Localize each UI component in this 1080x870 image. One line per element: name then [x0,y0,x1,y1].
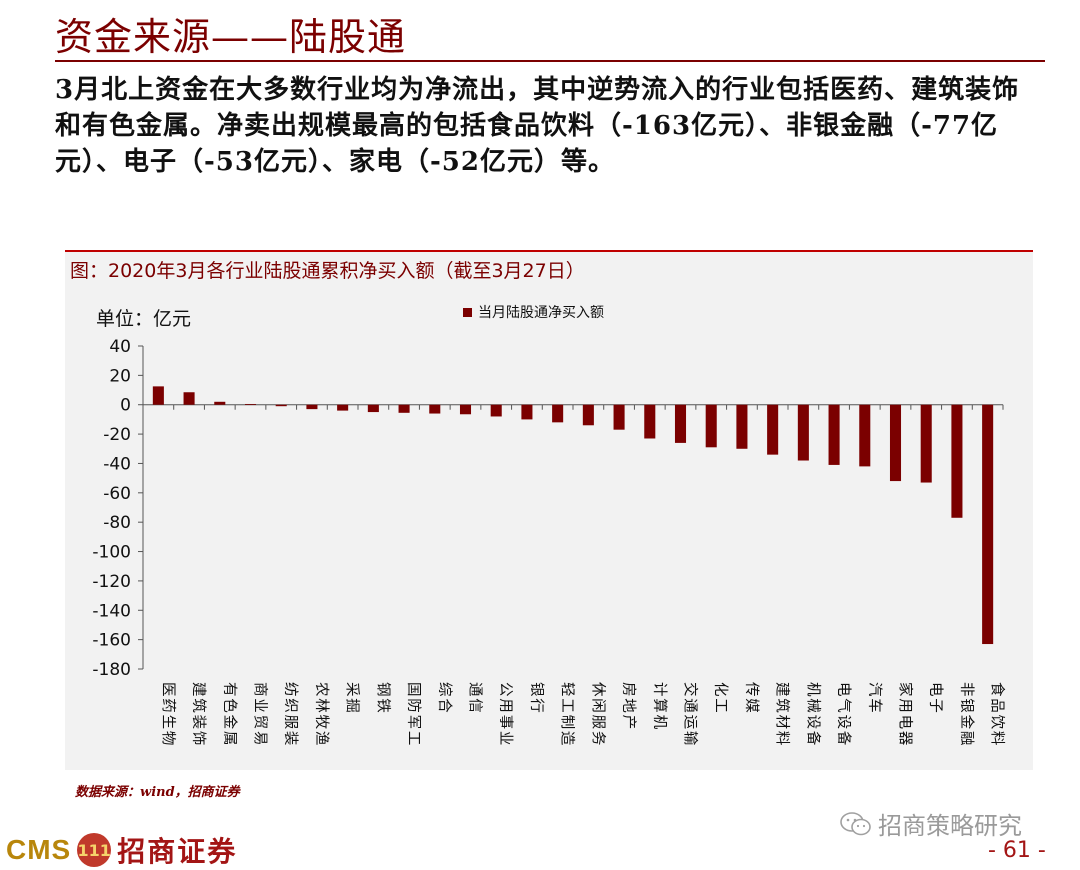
wechat-icon [840,811,871,835]
x-tick-label: 通信 [467,682,484,715]
x-tick-label: 采掘 [344,682,361,715]
unit-label: 单位：亿元 [96,308,192,330]
bar [275,404,287,407]
legend-label: 当月陆股通净买入额 [478,305,604,321]
bar [490,404,502,417]
x-tick-label: 非银金融 [958,682,975,747]
x-tick-label: 建筑装饰 [190,682,207,747]
bar [552,404,564,423]
x-tick-label: 休闲服务 [589,682,606,747]
bar [674,404,687,443]
data-source: 数据来源：wind，招商证券 [75,785,240,800]
summary-text: 3月北上资金在大多数行业均为净流出，其中逆势流入的行业包括医药、建筑装饰和有色金… [55,75,1020,177]
bar [337,404,349,411]
y-tick-label: 0 [120,396,131,416]
wechat-watermark: 招商策略研究 [840,806,1022,841]
x-tick-label: 农林牧渔 [313,682,330,747]
logo-company-name: 招商证券 [117,835,238,868]
x-tick-label: 纺织服装 [282,682,299,747]
x-tick-label: 电子 [927,682,944,715]
x-tick-label: 医药生物 [159,682,176,747]
bar [214,401,226,405]
chart-panel [65,250,1033,770]
bar [306,404,318,410]
legend-swatch [463,307,472,317]
y-tick-label: -40 [103,454,131,474]
x-tick-label: 食品饮料 [989,682,1006,747]
watermark-text: 招商策略研究 [878,812,1022,840]
bar [244,403,257,405]
logo-cms-text: CMS [6,834,72,865]
y-tick-label: -120 [92,572,131,592]
x-tick-label: 家用电器 [897,682,914,747]
bar [828,404,840,465]
bar [613,404,625,430]
x-tick-label: 公用事业 [497,682,514,747]
x-tick-label: 钢铁 [374,682,391,715]
y-tick-label: -180 [92,660,131,680]
bar [982,404,994,645]
x-tick-label: 传媒 [743,682,760,715]
x-tick-label: 有色金属 [221,682,238,747]
y-tick-label: -60 [103,484,131,504]
logo-mark-icon: 111 [77,833,112,867]
x-tick-label: 银行 [528,682,545,715]
bar [736,404,748,449]
x-tick-label: 商业贸易 [252,682,269,747]
x-tick-label: 化工 [712,682,729,715]
page-number: - 61 - [988,838,1046,863]
x-tick-label: 轻工制造 [559,682,576,747]
bar [767,404,779,455]
x-tick-label: 机械设备 [804,682,821,747]
x-tick-label: 国防军工 [405,682,422,747]
bar [183,392,195,405]
bar [152,386,164,405]
bar [644,404,656,439]
chart-title: 图：2020年3月各行业陆股通累积净买入额（截至3月27日） [70,260,585,282]
bar [705,404,717,448]
y-tick-label: -20 [103,425,131,445]
bar [582,404,594,426]
y-tick-label: -160 [92,631,131,651]
title-divider [55,60,1045,62]
x-tick-label: 电气设备 [835,682,852,747]
x-tick-label: 汽车 [866,682,883,715]
bar [459,404,472,415]
bar [859,404,871,467]
bar [889,404,902,482]
x-tick-label: 计算机 [651,682,668,731]
y-tick-label: -100 [92,543,131,563]
x-tick-label: 综合 [436,682,453,715]
y-tick-label: 20 [109,366,131,386]
bar [367,404,379,413]
x-tick-label: 交通运输 [682,682,700,747]
bar [521,404,533,420]
bar [951,404,963,518]
company-logo: CMS 111 招商证券 [6,830,237,870]
y-tick-label: -140 [92,601,131,621]
bar [920,404,932,483]
y-tick-label: -80 [103,513,131,533]
bar [429,404,441,414]
y-tick-label: 40 [109,337,131,357]
bar [398,404,410,413]
x-tick-label: 房地产 [620,682,637,731]
chart-legend: 当月陆股通净买入额 [463,302,604,322]
bar [797,404,809,461]
slide-title: 资金来源——陆股通 [55,15,407,59]
chart-panel-rule [65,250,1033,252]
x-tick-label: 建筑材料 [774,682,791,747]
